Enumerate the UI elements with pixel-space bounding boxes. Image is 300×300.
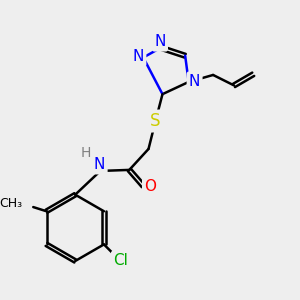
Text: N: N: [94, 157, 105, 172]
Text: O: O: [144, 179, 156, 194]
Text: N: N: [133, 49, 144, 64]
Text: Cl: Cl: [113, 253, 128, 268]
Text: N: N: [154, 34, 166, 49]
Text: S: S: [150, 112, 161, 130]
Text: N: N: [189, 74, 200, 89]
Text: CH₃: CH₃: [0, 197, 23, 210]
Text: H: H: [80, 146, 91, 161]
